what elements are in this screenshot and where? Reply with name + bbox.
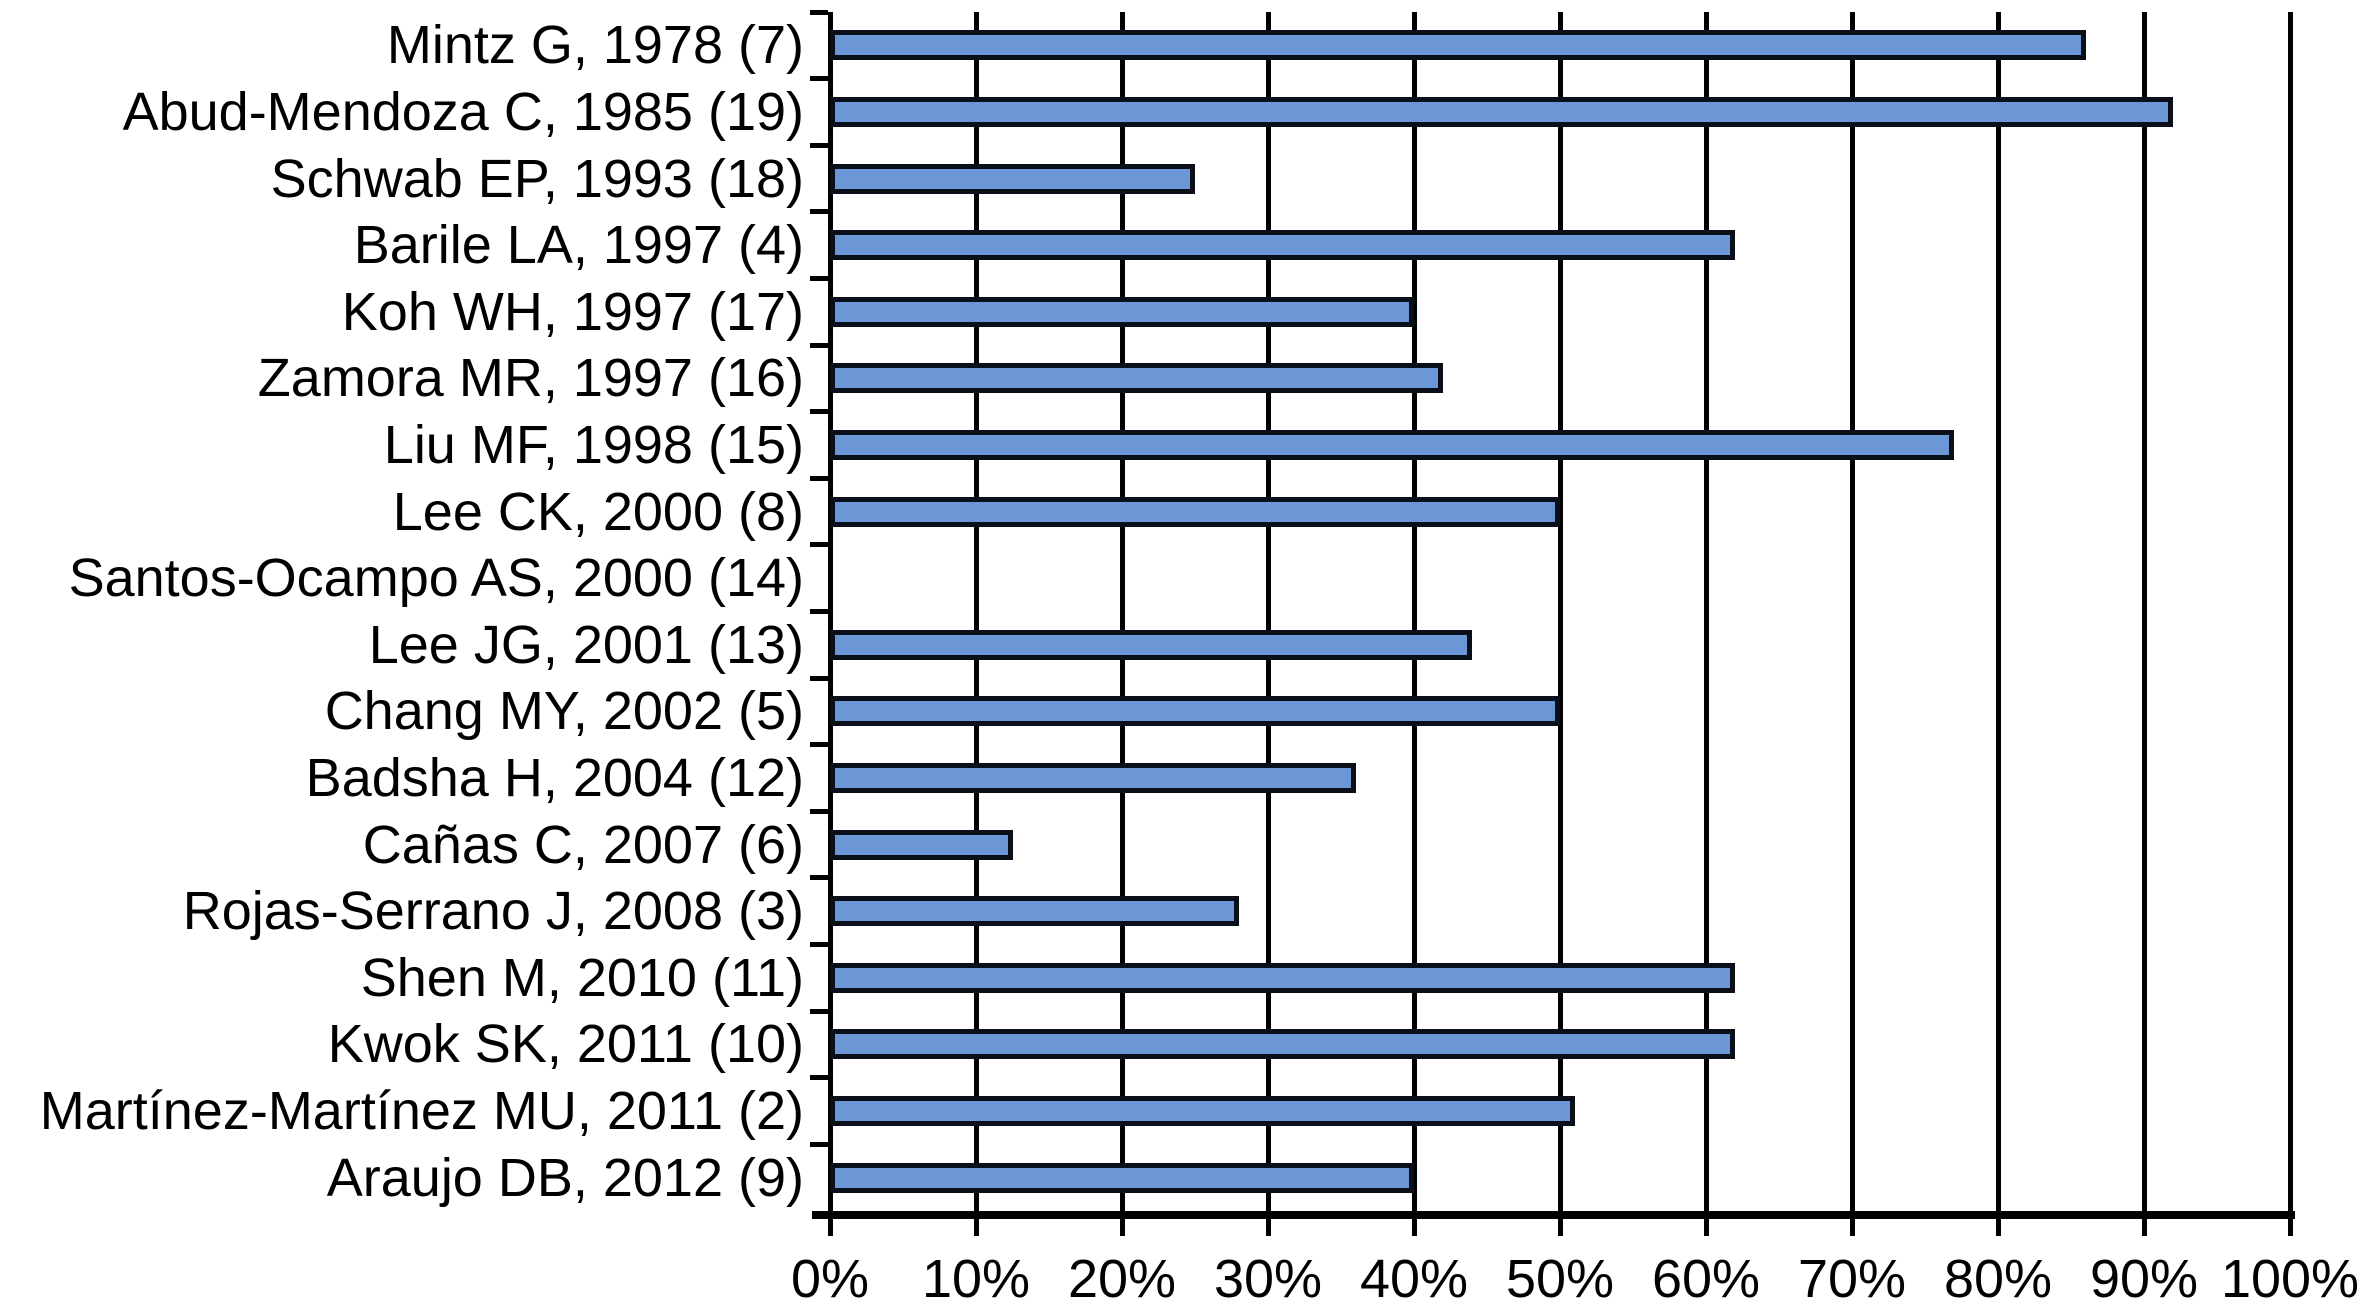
category-label: Araujo DB, 2012 (9)	[326, 1147, 804, 1208]
y-axis-tick	[810, 1075, 828, 1081]
bar	[830, 363, 1444, 394]
category-label: Lee JG, 2001 (13)	[368, 614, 804, 675]
bar	[830, 763, 1356, 794]
bar	[830, 696, 1560, 727]
y-axis-tick	[810, 609, 828, 614]
bar	[830, 230, 1736, 261]
x-axis-tick-label: 20%	[1067, 1249, 1177, 1309]
bar	[830, 1029, 1736, 1060]
plot-area	[810, 9, 2293, 1211]
y-axis-tick	[810, 1141, 828, 1147]
category-label: Martínez-Martínez MU, 2011 (2)	[39, 1081, 804, 1142]
bar	[830, 429, 1955, 460]
bar	[830, 496, 1560, 527]
x-axis-tick-label: 80%	[1943, 1249, 2053, 1309]
y-axis-tick	[810, 342, 828, 348]
y-axis-tick	[810, 542, 828, 548]
x-axis-tick	[827, 1219, 833, 1236]
category-label: Cañas C, 2007 (6)	[362, 814, 804, 875]
bar	[830, 1162, 1414, 1193]
x-axis-tick	[2287, 1219, 2293, 1236]
gridline	[1703, 12, 1709, 1211]
x-axis-tick-label: 100%	[2220, 1249, 2360, 1309]
gridline	[1265, 12, 1271, 1211]
y-axis-tick	[810, 275, 828, 281]
category-label: Shen M, 2010 (11)	[360, 947, 804, 1008]
gridline	[2287, 12, 2293, 1211]
gridline	[1119, 12, 1125, 1211]
category-label: Lee CK, 2000 (8)	[392, 481, 804, 542]
y-axis-tick	[810, 76, 828, 82]
y-axis-tick	[810, 9, 828, 15]
category-label: Kwok SK, 2011 (10)	[327, 1014, 804, 1075]
x-axis-tick-label: 90%	[2089, 1249, 2199, 1309]
x-axis-tick	[1557, 1219, 1563, 1236]
x-axis-tick-label: 70%	[1797, 1249, 1907, 1309]
x-axis-tick	[1703, 1219, 1709, 1236]
y-axis-tick	[810, 742, 828, 748]
bar	[830, 629, 1473, 660]
bar	[830, 296, 1414, 327]
category-label: Chang MY, 2002 (5)	[324, 681, 804, 742]
y-axis-category-labels: Mintz G, 1978 (7) Abud-Mendoza C, 1985 (1…	[0, 12, 818, 1211]
category-label: Liu MF, 1998 (15)	[383, 414, 804, 475]
gridline	[973, 12, 979, 1211]
y-axis-line	[827, 12, 833, 1211]
gridline	[1995, 12, 2001, 1211]
x-axis-tick	[1849, 1219, 1855, 1236]
x-axis-tick-label: 50%	[1505, 1249, 1615, 1309]
x-axis-tick-label: 60%	[1651, 1249, 1761, 1309]
y-axis-tick	[810, 475, 828, 481]
x-axis-tick-label: 10%	[921, 1249, 1031, 1309]
bar	[830, 163, 1195, 194]
x-axis-tick	[2141, 1219, 2147, 1236]
bar	[830, 962, 1736, 993]
x-axis-tick	[1119, 1219, 1125, 1236]
x-axis-tick-label: 40%	[1359, 1249, 1469, 1309]
bar	[830, 1096, 1575, 1127]
x-axis-tick	[973, 1219, 979, 1236]
y-axis-tick	[810, 875, 828, 881]
y-axis-tick	[810, 675, 828, 681]
category-label: Abud-Mendoza C, 1985 (19)	[122, 81, 804, 142]
y-axis-tick	[810, 142, 828, 148]
category-label: Rojas-Serrano J, 2008 (3)	[182, 881, 804, 942]
bar	[830, 30, 2086, 61]
y-axis-tick	[810, 808, 828, 814]
category-label: Koh WH, 1997 (17)	[341, 281, 804, 342]
x-axis-tick	[1411, 1219, 1417, 1236]
bar	[830, 829, 1013, 860]
bar	[830, 96, 2174, 127]
y-axis-tick	[810, 409, 828, 415]
gridline	[1849, 12, 1855, 1211]
x-axis-tick-label: 0%	[790, 1249, 870, 1309]
y-axis-tick	[810, 1008, 828, 1014]
bar	[830, 896, 1239, 927]
y-axis-tick	[810, 209, 828, 215]
x-axis-tick-label: 30%	[1213, 1249, 1323, 1309]
category-label: Badsha H, 2004 (12)	[305, 748, 804, 808]
gridline	[1411, 12, 1417, 1211]
gridline	[2141, 12, 2147, 1211]
y-axis-tick	[810, 942, 828, 948]
x-axis-line	[812, 1211, 2295, 1219]
x-axis-tick	[1265, 1219, 1271, 1236]
category-label: Zamora MR, 1997 (16)	[257, 348, 804, 409]
x-axis-tick	[1995, 1219, 2001, 1236]
gridline	[1557, 12, 1563, 1211]
category-label: Santos-Ocampo AS, 2000 (14)	[68, 548, 804, 609]
category-label: Barile LA, 1997 (4)	[353, 215, 804, 276]
category-label: Schwab EP, 1993 (18)	[270, 148, 804, 209]
category-label: Mintz G, 1978 (7)	[386, 15, 804, 76]
